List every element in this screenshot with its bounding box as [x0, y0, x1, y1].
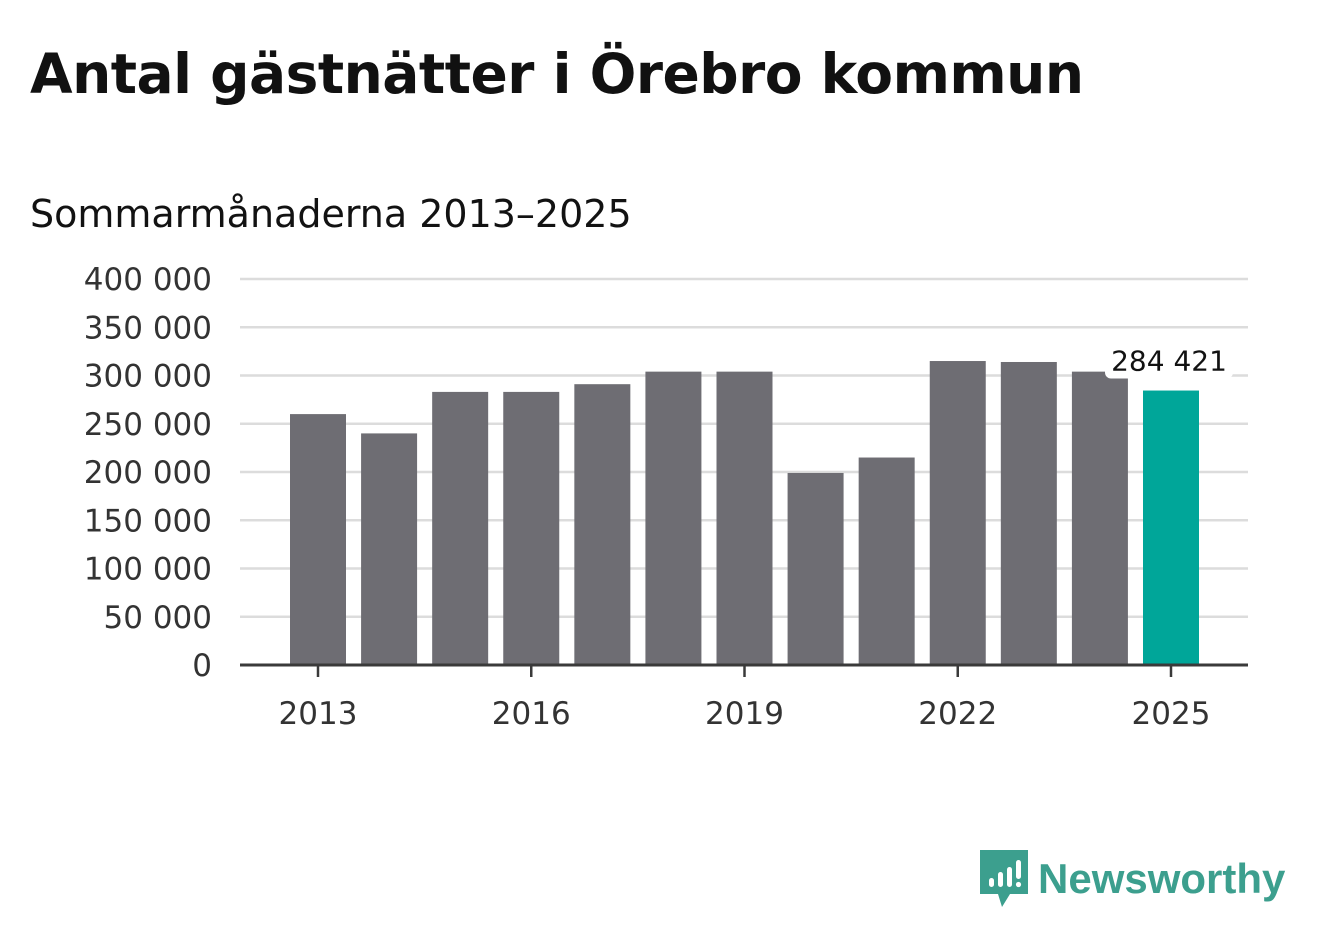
y-tick-label: 400 000	[84, 262, 212, 298]
y-tick-label: 300 000	[84, 359, 212, 395]
data-label-background	[1105, 340, 1233, 379]
y-tick-label: 150 000	[84, 503, 212, 539]
y-tick-label: 350 000	[84, 310, 212, 346]
x-tick-label: 2013	[279, 696, 358, 732]
data-label: 284 421	[1111, 345, 1227, 378]
bar	[787, 472, 844, 665]
y-tick-label: 50 000	[104, 600, 212, 636]
x-tick-label: 2016	[492, 696, 571, 732]
bar	[1000, 361, 1057, 665]
bar	[503, 391, 560, 665]
bar	[290, 414, 346, 665]
y-tick-label: 200 000	[84, 455, 212, 491]
bar	[432, 391, 489, 665]
bars	[290, 361, 1199, 665]
bar	[645, 371, 702, 665]
x-tick-label: 2025	[1132, 696, 1211, 732]
bar	[929, 361, 986, 665]
y-tick-label: 0	[192, 648, 212, 684]
highlight-bar	[1143, 390, 1199, 665]
data-labels: 284 421	[1105, 340, 1233, 379]
bar	[716, 371, 773, 665]
brand-name: Newsworthy	[1038, 855, 1286, 902]
bar	[574, 384, 631, 665]
chart-title: Antal gästnätter i Örebro kommun	[30, 42, 1084, 106]
chart-subtitle: Sommarmånaderna 2013–2025	[30, 192, 632, 236]
x-tick-label: 2019	[705, 696, 784, 732]
y-tick-label: 250 000	[84, 407, 212, 443]
bar	[1071, 371, 1128, 665]
newsworthy-logo-icon	[980, 850, 1028, 907]
x-tick-label: 2022	[918, 696, 997, 732]
bar	[361, 433, 418, 665]
y-axis-tick-labels: 0 50 000 100 000 150 000 200 000 250 000 300 0…	[84, 262, 212, 684]
brand-logo: Newsworthy	[980, 850, 1285, 908]
x-axis-tick-labels: 2013 2016 2019 2022 2025	[279, 665, 1211, 732]
bar	[858, 457, 915, 665]
y-tick-label: 100 000	[84, 552, 212, 588]
